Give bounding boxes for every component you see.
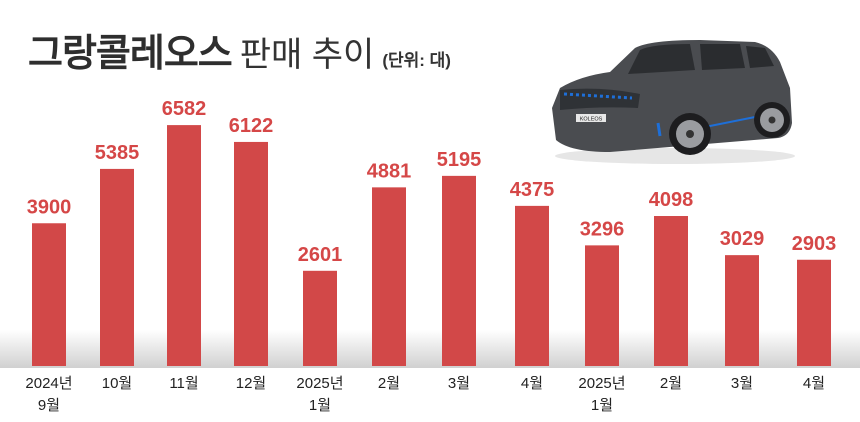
bar bbox=[303, 270, 337, 366]
data-label: 6122 bbox=[229, 115, 274, 137]
data-label: 3900 bbox=[27, 196, 72, 218]
bar bbox=[32, 223, 66, 366]
data-label: 6582 bbox=[162, 98, 207, 120]
x-tick-label: 2월 bbox=[378, 375, 400, 392]
x-tick-label: 4월 bbox=[521, 375, 543, 392]
x-tick-label: 3월 bbox=[731, 375, 753, 392]
x-tick-label: 11월 bbox=[169, 375, 198, 392]
x-tick-label: 4월 bbox=[803, 375, 825, 392]
x-tick-label: 1월 bbox=[591, 397, 613, 414]
bar bbox=[167, 125, 201, 366]
chart-title: 그랑콜레오스 판매 추이 (단위: 대) bbox=[28, 22, 451, 77]
plate-text: KOLEOS bbox=[580, 117, 603, 123]
x-tick-label: 1월 bbox=[309, 397, 331, 414]
data-label: 5195 bbox=[437, 149, 482, 171]
bar bbox=[585, 245, 619, 366]
data-label: 2601 bbox=[298, 244, 343, 266]
x-tick-label: 2024년 bbox=[25, 375, 72, 392]
x-tick-label: 3월 bbox=[448, 375, 470, 392]
x-tick-label: 2월 bbox=[660, 375, 682, 392]
data-label: 3296 bbox=[580, 218, 625, 240]
title-unit: (단위: 대) bbox=[382, 51, 451, 70]
car-image: KOLEOS bbox=[552, 40, 795, 164]
floor-shadow bbox=[0, 330, 860, 368]
title-subject: 판매 추이 bbox=[239, 36, 375, 74]
bar bbox=[100, 168, 134, 366]
data-label: 4375 bbox=[510, 179, 555, 201]
x-tick-label: 12월 bbox=[236, 375, 267, 392]
data-label: 4098 bbox=[649, 189, 694, 211]
x-tick-label: 2025년 bbox=[296, 375, 343, 392]
x-tick-label: 9월 bbox=[38, 397, 60, 414]
bar bbox=[442, 175, 476, 366]
data-label: 2903 bbox=[792, 233, 837, 255]
bar bbox=[797, 259, 831, 366]
bar bbox=[654, 216, 688, 366]
data-label: 5385 bbox=[95, 142, 140, 164]
x-tick-label: 2025년 bbox=[578, 375, 625, 392]
data-label: 4881 bbox=[367, 160, 412, 182]
bar bbox=[372, 187, 406, 366]
title-model: 그랑콜레오스 bbox=[28, 33, 233, 75]
bar bbox=[515, 205, 549, 366]
data-label: 3029 bbox=[720, 228, 765, 250]
license-plate bbox=[576, 114, 606, 122]
bar bbox=[234, 141, 268, 366]
x-tick-label: 10월 bbox=[102, 375, 133, 392]
bar bbox=[725, 255, 759, 366]
